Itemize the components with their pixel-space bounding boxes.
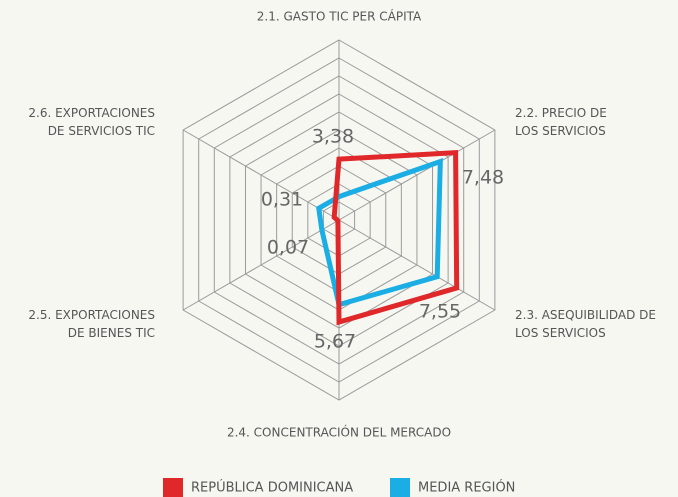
category-label: 2.3. ASEQUIBILIDAD DE LOS SERVICIOS [515, 308, 656, 340]
label-line: LOS SERVICIOS [515, 124, 606, 138]
category-label: 2.2. PRECIO DE LOS SERVICIOS [515, 106, 607, 138]
value-label: 5,67 [314, 331, 356, 353]
spoke [182, 219, 340, 311]
legend-label: REPÚBLICA DOMINICANA [191, 480, 353, 496]
legend-label: MEDIA REGIÓN [418, 480, 515, 496]
label-line: 2.3. ASEQUIBILIDAD DE [515, 308, 656, 322]
spoke [338, 219, 496, 311]
label-line: 2.2. PRECIO DE [515, 106, 607, 120]
value-label: 3,38 [312, 126, 354, 148]
label-line: 2.5. EXPORTACIONES [28, 308, 155, 322]
value-label: 0,07 [267, 237, 309, 259]
label-line: DE SERVICIOS TIC [48, 124, 155, 138]
value-label: 0,31 [261, 189, 303, 211]
category-label: 2.1. GASTO TIC PER CÁPITA [257, 9, 422, 24]
label-line: DE BIENES TIC [68, 326, 155, 340]
label-line: LOS SERVICIOS [515, 326, 606, 340]
spoke [182, 129, 340, 221]
category-label: 2.6. EXPORTACIONES DE SERVICIOS TIC [28, 106, 155, 138]
value-label: 7,55 [419, 301, 461, 323]
category-label: 2.4. CONCENTRACIÓN DEL MERCADO [227, 425, 451, 440]
series-line [331, 150, 460, 326]
legend-swatch [163, 478, 183, 497]
label-line: 2.6. EXPORTACIONES [28, 106, 155, 120]
value-label: 7,48 [462, 167, 504, 189]
legend-swatch [390, 478, 410, 497]
spoke [338, 129, 496, 221]
category-label: 2.5. EXPORTACIONES DE BIENES TIC [28, 308, 155, 340]
